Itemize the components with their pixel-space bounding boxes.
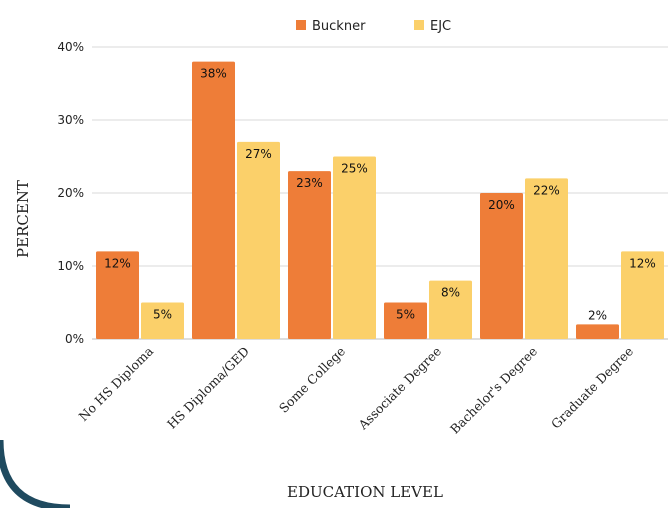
bar-ejc-3 bbox=[429, 280, 472, 339]
data-label: 22% bbox=[533, 183, 560, 197]
x-axis-categories: No HS Diploma HS Diploma/GED Some College A… bbox=[76, 343, 636, 436]
legend-label: Buckner bbox=[312, 19, 366, 34]
data-label: 20% bbox=[488, 198, 515, 212]
legend-label: EJC bbox=[430, 19, 451, 34]
bars bbox=[96, 61, 664, 339]
legend: Buckner EJC bbox=[296, 19, 451, 34]
data-label: 25% bbox=[341, 162, 368, 176]
y-tick-label: 30% bbox=[57, 113, 84, 127]
data-label: 12% bbox=[104, 256, 131, 270]
x-category-label: No HS Diploma bbox=[76, 343, 157, 424]
data-labels: 12% 5% 38% 27% 23% 25% 5% 8% 20% 22% 2% 12% bbox=[104, 67, 656, 323]
y-tick-label: 20% bbox=[57, 186, 84, 200]
legend-swatch bbox=[296, 20, 306, 30]
bar-buckner-3 bbox=[384, 302, 427, 339]
y-tick-label: 0% bbox=[65, 332, 84, 346]
bar-ejc-1 bbox=[237, 141, 280, 339]
data-label: 27% bbox=[245, 147, 272, 161]
bar-ejc-2 bbox=[333, 156, 376, 339]
data-label: 38% bbox=[200, 67, 227, 81]
legend-swatch bbox=[414, 20, 424, 30]
x-category-label: HS Diploma/GED bbox=[164, 344, 252, 432]
bar-ejc-4 bbox=[525, 178, 568, 339]
bar-buckner-4 bbox=[480, 193, 523, 339]
data-label: 12% bbox=[629, 256, 656, 270]
y-tick-label: 10% bbox=[57, 259, 84, 273]
y-axis-ticks: 0% 10% 20% 30% 40% bbox=[57, 40, 84, 346]
data-label: 5% bbox=[153, 308, 172, 322]
y-axis-title: PERCENT bbox=[14, 180, 32, 258]
bar-buckner-5 bbox=[576, 324, 619, 339]
bar-ejc-0 bbox=[141, 302, 184, 339]
x-category-label: Bachelor's Degree bbox=[447, 344, 540, 437]
x-category-label: Some College bbox=[276, 344, 348, 416]
bar-buckner-1 bbox=[192, 61, 235, 339]
bar-buckner-0 bbox=[96, 251, 139, 339]
x-axis-title: EDUCATION LEVEL bbox=[287, 483, 443, 501]
data-label: 5% bbox=[396, 308, 415, 322]
data-label: 2% bbox=[588, 308, 607, 322]
x-category-label: Graduate Degree bbox=[548, 344, 636, 432]
y-tick-label: 40% bbox=[57, 40, 84, 54]
bar-buckner-2 bbox=[288, 171, 331, 339]
data-label: 8% bbox=[441, 286, 460, 300]
data-label: 23% bbox=[296, 176, 323, 190]
bar-ejc-5 bbox=[621, 251, 664, 339]
gridlines bbox=[92, 46, 668, 340]
x-category-label: Associate Degree bbox=[355, 344, 444, 433]
